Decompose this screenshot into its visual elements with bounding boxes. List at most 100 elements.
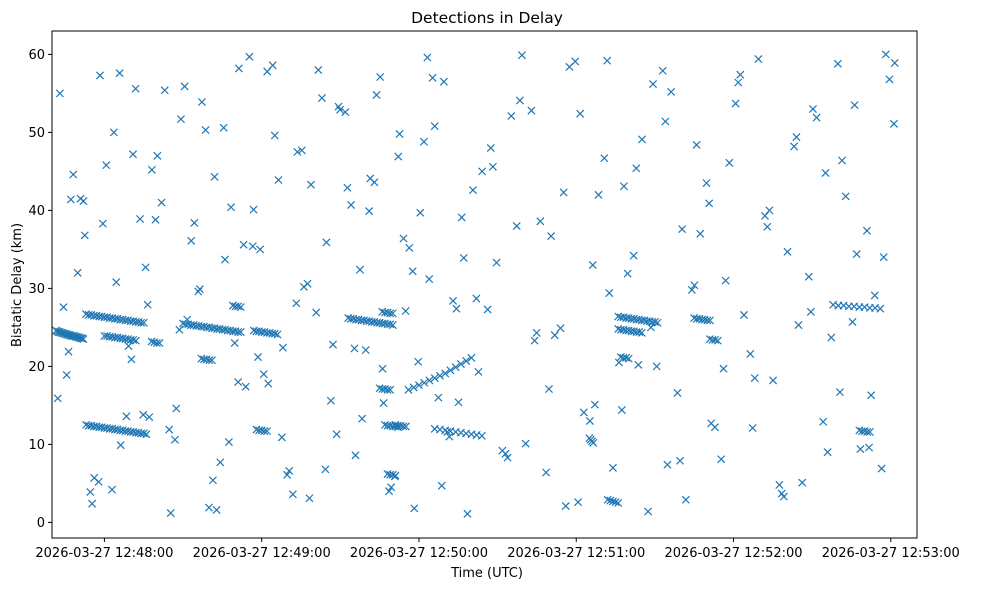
- data-point: [423, 53, 432, 62]
- data-point: [650, 317, 659, 326]
- data-point: [804, 272, 813, 281]
- data-point: [343, 183, 352, 192]
- data-point: [263, 67, 272, 76]
- data-point: [600, 154, 609, 163]
- data-point: [376, 72, 385, 82]
- data-point: [195, 285, 204, 294]
- data-point: [850, 101, 859, 110]
- data-point: [322, 238, 331, 247]
- data-point: [112, 278, 121, 287]
- data-point: [260, 427, 269, 436]
- data-point: [852, 250, 861, 259]
- y-tick-label: 0: [37, 516, 45, 531]
- data-point: [116, 441, 125, 450]
- data-point: [414, 357, 423, 366]
- data-point: [76, 334, 85, 343]
- data-point: [190, 218, 199, 227]
- data-point: [79, 335, 88, 344]
- data-point: [124, 342, 133, 351]
- data-point: [547, 232, 556, 241]
- data-point: [139, 410, 148, 419]
- data-point: [187, 236, 196, 245]
- data-point: [603, 495, 612, 504]
- data-point: [468, 186, 477, 195]
- data-point: [129, 335, 138, 344]
- data-point: [201, 126, 210, 135]
- data-point: [681, 495, 690, 504]
- data-point: [614, 358, 623, 367]
- data-point: [151, 215, 160, 224]
- data-point: [180, 82, 189, 91]
- data-point: [139, 318, 148, 327]
- data-point: [141, 263, 150, 272]
- data-point: [507, 111, 516, 121]
- data-point: [449, 296, 458, 305]
- data-point: [122, 412, 131, 421]
- data-point: [183, 315, 192, 324]
- data-point: [841, 192, 850, 201]
- data-point: [576, 109, 585, 118]
- data-point: [512, 221, 521, 231]
- data-point: [446, 366, 455, 375]
- data-point: [139, 429, 148, 438]
- data-point: [806, 307, 815, 316]
- data-point: [115, 69, 124, 78]
- data-point: [249, 205, 258, 214]
- data-point: [270, 329, 279, 338]
- data-point: [472, 294, 481, 303]
- data-point: [635, 328, 644, 337]
- data-point: [299, 282, 308, 291]
- data-point: [862, 226, 871, 235]
- data-point: [517, 51, 527, 60]
- data-point: [170, 435, 179, 444]
- y-tick-label: 30: [28, 282, 45, 297]
- data-point: [863, 427, 872, 436]
- data-point: [622, 353, 631, 362]
- data-point: [579, 408, 588, 417]
- data-point: [515, 96, 524, 105]
- data-point: [435, 371, 444, 380]
- data-point: [297, 146, 306, 155]
- data-point: [594, 190, 603, 199]
- data-point: [705, 316, 714, 325]
- data-point: [259, 370, 268, 379]
- data-point: [457, 213, 466, 222]
- data-point: [64, 347, 73, 356]
- data-point: [634, 360, 643, 369]
- data-point: [870, 291, 879, 300]
- data-point: [661, 117, 670, 126]
- data-point: [488, 162, 497, 171]
- data-point: [172, 404, 181, 413]
- data-point: [108, 485, 117, 494]
- data-point: [441, 369, 450, 378]
- data-point: [62, 370, 71, 380]
- x-axis: 2026-03-27 12:48:00 2026-03-27 12:49:00 20…: [35, 538, 960, 561]
- data-point: [147, 337, 156, 346]
- data-point: [428, 73, 437, 82]
- data-point: [838, 156, 847, 165]
- data-point: [401, 422, 410, 431]
- data-point: [605, 289, 614, 298]
- data-point: [702, 179, 711, 188]
- data-point: [288, 490, 297, 499]
- data-point: [719, 364, 728, 373]
- data-point: [606, 496, 615, 505]
- data-point: [285, 466, 294, 475]
- data-point: [370, 178, 379, 187]
- data-point: [823, 448, 832, 457]
- data-point: [646, 323, 655, 332]
- x-tick-label: 2026-03-27 12:52:00: [664, 546, 802, 561]
- data-point: [152, 338, 161, 348]
- data-point: [102, 161, 111, 170]
- data-point: [378, 364, 387, 373]
- data-point: [216, 458, 225, 467]
- data-point: [336, 105, 345, 114]
- data-point: [277, 433, 286, 442]
- data-point: [166, 509, 175, 518]
- data-point: [833, 59, 842, 68]
- data-point: [379, 399, 388, 408]
- data-point: [365, 207, 374, 216]
- data-point: [629, 251, 638, 260]
- data-point: [783, 247, 792, 256]
- data-point: [55, 89, 64, 98]
